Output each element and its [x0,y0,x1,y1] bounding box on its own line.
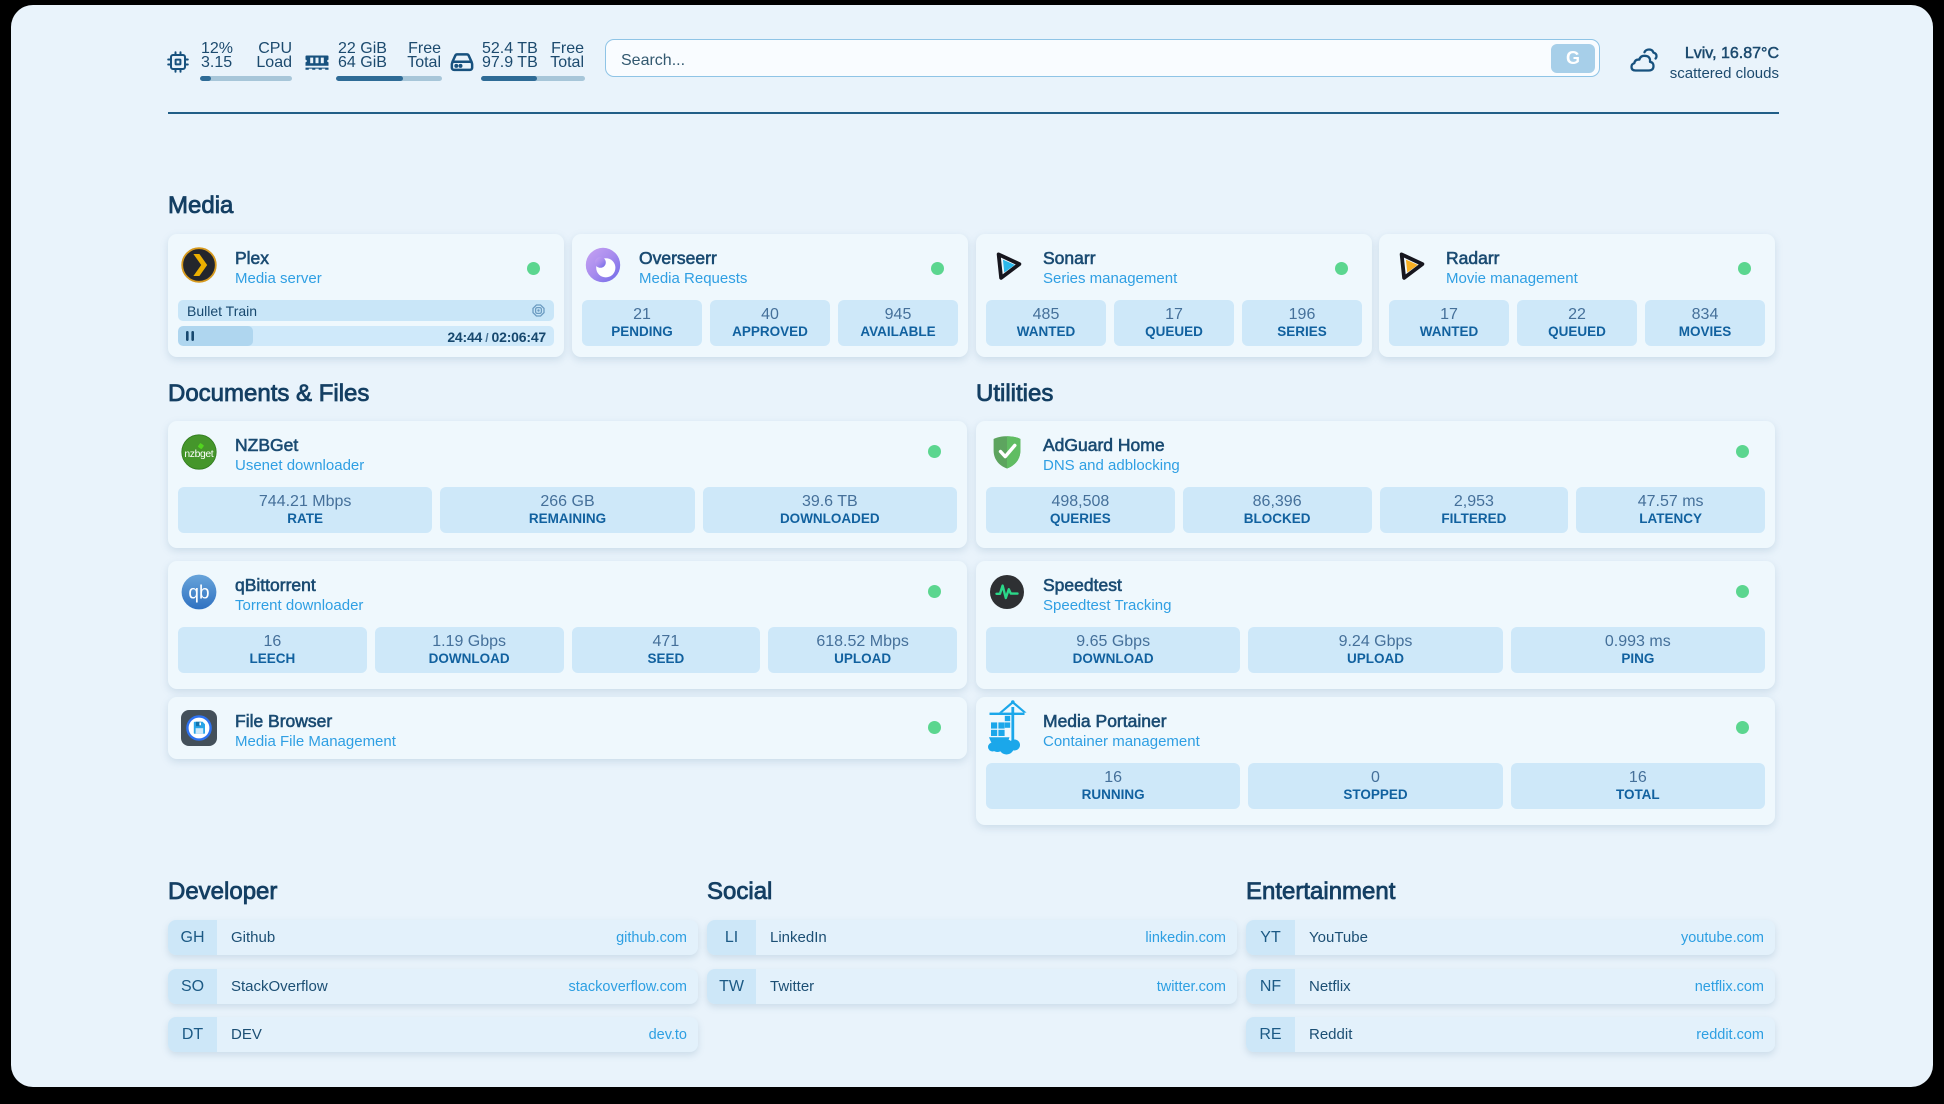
svg-text:nzbget: nzbget [184,449,213,460]
svg-text:qb: qb [188,582,209,603]
